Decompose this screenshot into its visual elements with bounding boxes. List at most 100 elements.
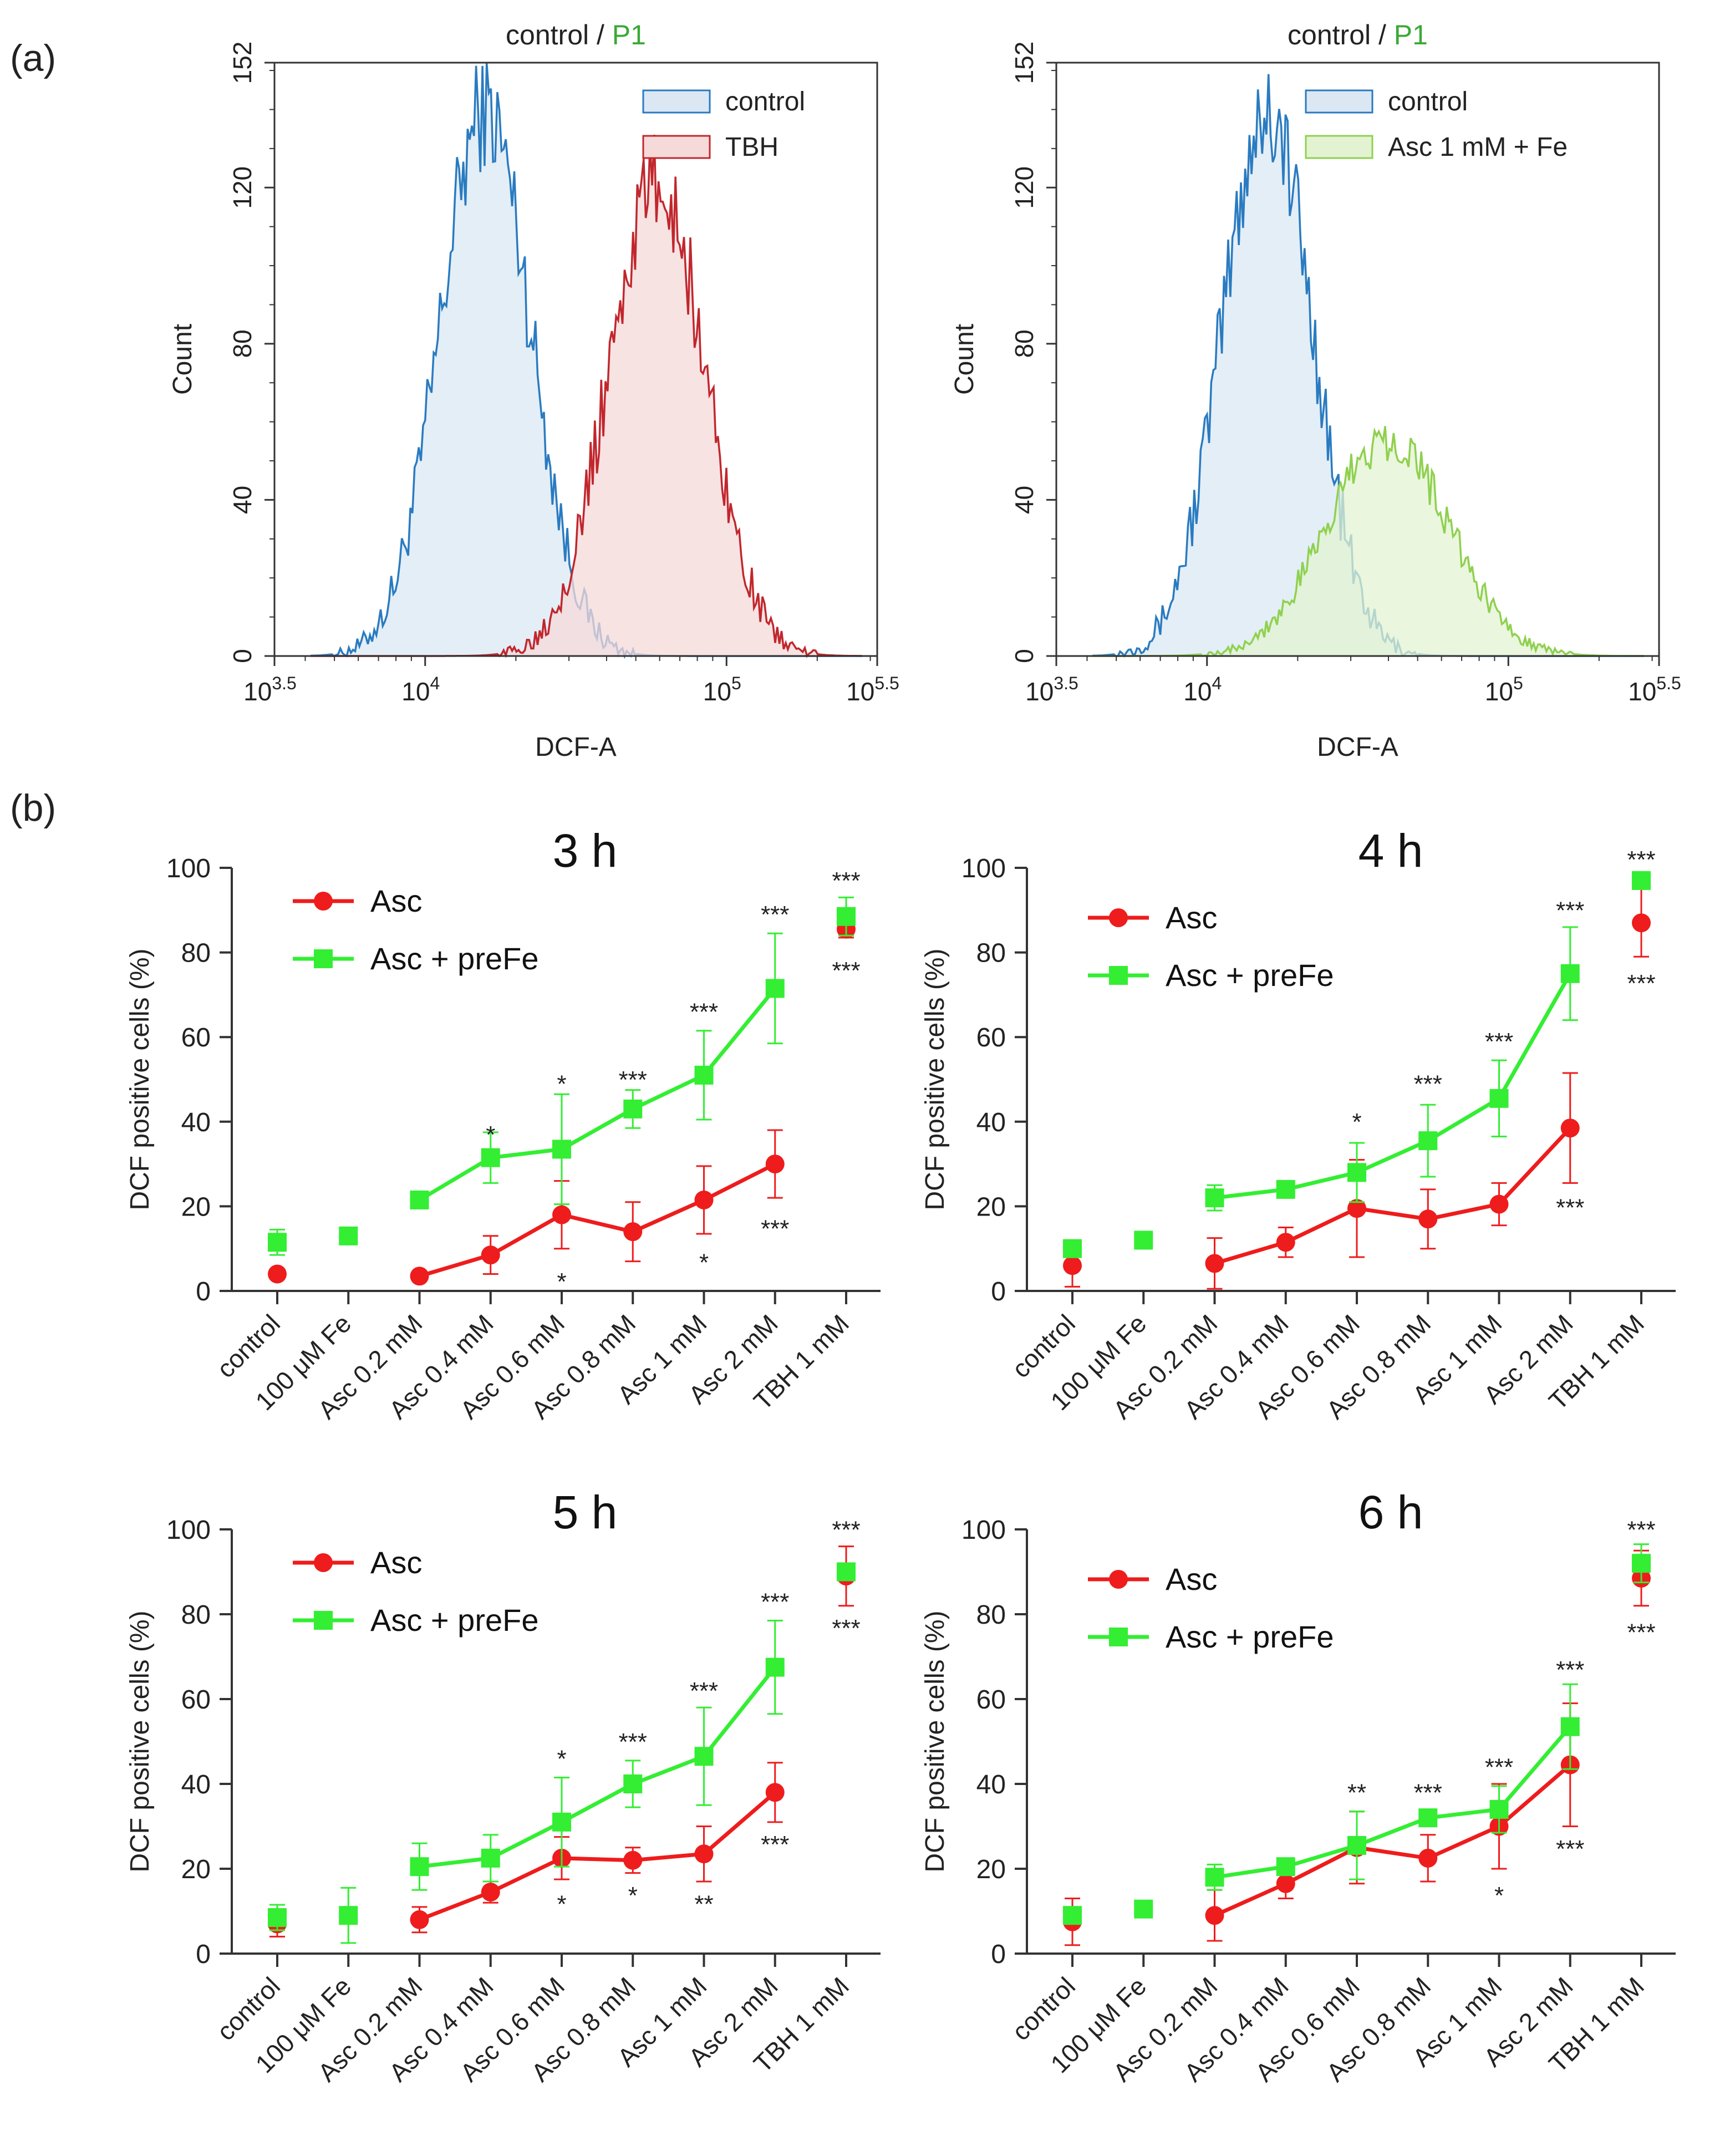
data-point-asc-prefe [1489, 1089, 1509, 1108]
hist-y-tick-label: 120 [1010, 166, 1039, 209]
significance-mark: *** [761, 1216, 789, 1243]
hist-x-tick-exp: 5.5 [1656, 673, 1681, 693]
chart-title: 5 h [553, 1486, 618, 1538]
data-point-asc [1276, 1233, 1295, 1252]
y-axis-label: DCF positive cells (%) [125, 1610, 155, 1872]
significance-mark: *** [1627, 846, 1655, 873]
significance-mark: *** [1485, 1028, 1513, 1055]
hist-title: control / P1 [1288, 19, 1428, 50]
data-point-asc [694, 1190, 714, 1209]
y-tick-label: 100 [961, 1516, 1006, 1545]
significance-mark: *** [1627, 1516, 1655, 1543]
data-point-asc-prefe [1205, 1868, 1224, 1887]
data-point-asc-prefe [837, 907, 856, 926]
significance-mark: * [557, 1070, 566, 1097]
significance-mark: *** [832, 867, 860, 894]
data-point-asc-prefe [339, 1906, 358, 1925]
hist-legend-label: control [725, 87, 805, 116]
series-line-asc [419, 1791, 777, 1922]
y-tick-label: 0 [196, 1940, 211, 1969]
y-tick-label: 80 [976, 939, 1006, 968]
legend-label: Asc [1166, 900, 1217, 935]
y-tick-label: 40 [181, 1770, 211, 1799]
significance-mark: * [557, 1890, 566, 1918]
series-line-asc-prefe [1214, 973, 1572, 1200]
significance-mark: *** [1627, 970, 1655, 997]
data-point-asc-prefe [339, 1226, 358, 1245]
data-point-asc-prefe [1063, 1239, 1082, 1258]
hist-x-tick-base: 10 [1183, 677, 1212, 706]
data-point-asc-prefe [1632, 1554, 1651, 1573]
hist-frame [1055, 62, 1660, 657]
significance-mark: *** [1627, 1619, 1655, 1646]
significance-mark: ** [694, 1890, 713, 1918]
data-point-asc-prefe [1489, 1799, 1509, 1819]
significance-mark: ** [1347, 1779, 1366, 1807]
significance-mark: * [486, 1121, 495, 1148]
data-point-asc [1276, 1874, 1295, 1893]
hist-y-tick-label: 80 [228, 329, 257, 358]
significance-mark: *** [1414, 1779, 1442, 1807]
legend-marker-asc [1109, 1570, 1128, 1589]
hist-title: control / P1 [506, 19, 646, 50]
y-tick-label: 20 [976, 1855, 1006, 1884]
significance-mark: *** [761, 1588, 789, 1615]
hist-x-tick-base: 10 [846, 677, 874, 706]
data-point-asc-prefe [410, 1857, 429, 1877]
hist-x-tick-base: 10 [1485, 677, 1513, 706]
hist-x-tick-base: 10 [1025, 677, 1054, 706]
y-tick-label: 20 [976, 1192, 1006, 1222]
hist-x-tick-label: 105.5 [1628, 673, 1681, 706]
hist-y-tick-label: 0 [1010, 649, 1039, 663]
data-point-asc [623, 1850, 643, 1870]
significance-mark: *** [619, 1728, 647, 1756]
data-point-asc [268, 1264, 287, 1284]
y-tick-label: 40 [181, 1108, 211, 1137]
data-point-asc-prefe [1063, 1906, 1082, 1925]
series-line-asc-prefe [1214, 1725, 1572, 1879]
hist-y-tick-label: 152 [228, 42, 257, 84]
legend-label: Asc + preFe [370, 941, 538, 976]
significance-mark: *** [619, 1066, 647, 1094]
hist-legend-swatch [642, 135, 711, 159]
series-line-asc [419, 1162, 776, 1278]
legend-label: Asc [370, 883, 422, 918]
panel-label-b: (b) [10, 787, 56, 829]
significance-mark: *** [1485, 1754, 1513, 1781]
y-tick-label: 40 [976, 1770, 1006, 1799]
data-point-asc-prefe [268, 1233, 287, 1252]
legend-marker-asc [314, 1553, 333, 1572]
data-point-asc [410, 1910, 429, 1929]
hist-x-tick-exp: 5 [731, 673, 741, 693]
legend-marker-asc-prefe [1109, 1628, 1128, 1646]
data-point-asc-prefe [552, 1140, 571, 1159]
y-tick-label: 60 [976, 1023, 1006, 1052]
data-point-asc [552, 1205, 571, 1224]
data-point-asc-prefe [1276, 1857, 1295, 1877]
y-tick-label: 80 [976, 1600, 1006, 1630]
hist-x-tick-exp: 4 [430, 673, 440, 693]
y-tick-label: 100 [961, 854, 1006, 883]
significance-mark: *** [761, 1831, 789, 1858]
significance-mark: *** [690, 999, 718, 1026]
series-line-asc [1214, 1126, 1572, 1265]
data-point-asc-prefe [410, 1190, 429, 1209]
data-point-asc-prefe [1347, 1835, 1366, 1855]
data-point-asc [481, 1245, 500, 1265]
hist-x-tick-label: 103.5 [1025, 673, 1078, 706]
data-point-asc [1205, 1254, 1224, 1273]
significance-mark: * [699, 1249, 709, 1277]
hist-fill-control [311, 63, 862, 656]
series-line-asc [1214, 1763, 1572, 1918]
y-tick-label: 80 [181, 1600, 211, 1630]
data-point-asc [1063, 1256, 1082, 1275]
hist-x-tick-exp: 5.5 [874, 673, 899, 693]
data-point-asc [1418, 1209, 1438, 1229]
hist-x-tick-base: 10 [703, 677, 731, 706]
hist-legend-label: TBH [725, 133, 779, 162]
significance-mark: * [1352, 1108, 1361, 1136]
